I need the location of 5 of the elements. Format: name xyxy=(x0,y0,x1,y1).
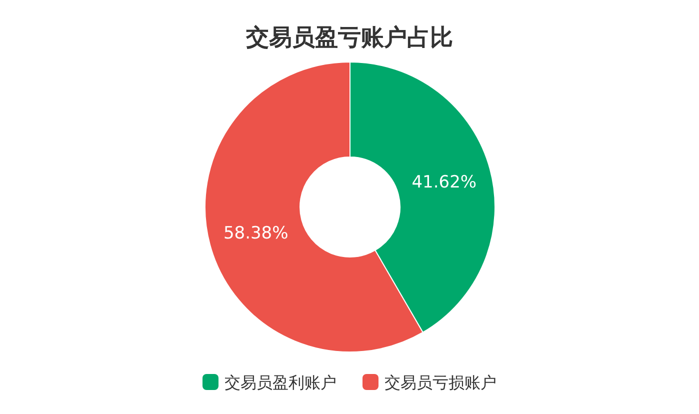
chart-title: 交易员盈亏账户占比 xyxy=(245,24,453,51)
data-label: 58.38% xyxy=(223,223,288,244)
legend-label: 交易员盈利账户 xyxy=(224,373,336,392)
data-label: 41.62% xyxy=(412,172,477,193)
legend-label: 交易员亏损账户 xyxy=(384,373,496,392)
